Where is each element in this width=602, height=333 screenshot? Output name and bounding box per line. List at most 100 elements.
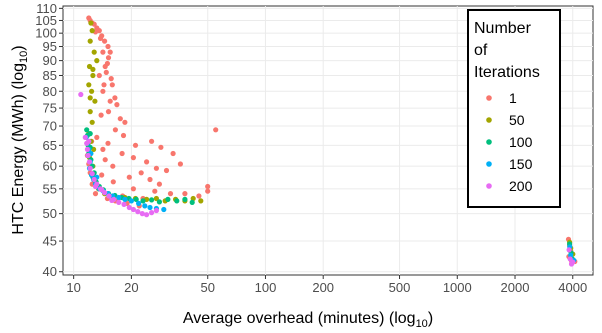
data-point: [105, 55, 112, 61]
x-tick-label: 500: [389, 280, 411, 295]
data-point: [156, 181, 162, 187]
y-tick-label: 65: [43, 138, 57, 153]
y-tick-label: 70: [43, 119, 57, 134]
y-tick-label: 90: [43, 53, 57, 68]
data-point: [136, 200, 142, 206]
data-point: [94, 134, 100, 140]
data-point: [116, 194, 122, 201]
data-point: [96, 72, 102, 79]
data-point: [139, 211, 145, 217]
y-tick-label: 50: [43, 206, 57, 221]
data-point: [570, 259, 576, 265]
x-tick-label: 1000: [443, 280, 472, 295]
legend-title-line-2: of: [474, 42, 488, 59]
legend-label-100: 100: [509, 134, 533, 150]
data-point: [92, 98, 98, 104]
data-point: [130, 186, 136, 192]
data-point: [114, 102, 120, 108]
data-point: [152, 188, 158, 194]
data-point: [153, 195, 159, 202]
data-point: [147, 176, 153, 183]
data-point: [103, 69, 109, 75]
data-point: [133, 196, 139, 202]
data-point: [140, 198, 146, 204]
y-tick-label: 80: [43, 84, 57, 99]
y-tick-label: 85: [43, 68, 57, 83]
data-points: [78, 15, 578, 267]
data-point: [182, 191, 188, 197]
data-point: [128, 198, 134, 204]
legend-key-100: [486, 139, 492, 145]
data-point: [89, 88, 95, 94]
data-point: [87, 165, 93, 171]
data-point: [102, 38, 108, 44]
data-point: [190, 195, 196, 202]
data-point: [92, 191, 99, 197]
data-point: [91, 176, 97, 183]
data-point: [88, 20, 94, 26]
data-point: [110, 163, 116, 169]
data-point: [109, 82, 115, 88]
data-point: [99, 172, 105, 178]
data-point: [119, 150, 125, 157]
data-point: [87, 131, 93, 137]
data-point: [138, 170, 144, 176]
y-tick-label: 100: [35, 26, 57, 41]
data-point: [198, 198, 204, 204]
x-tick-label: 200: [312, 280, 334, 295]
data-point: [126, 174, 132, 180]
data-point: [121, 201, 127, 207]
data-point: [149, 210, 155, 216]
data-point: [112, 127, 118, 133]
data-point: [89, 171, 95, 177]
data-point: [122, 119, 128, 125]
data-point: [84, 146, 90, 152]
y-tick-label: 105: [35, 13, 57, 28]
x-tick-label: 20: [124, 280, 138, 295]
data-point: [122, 196, 128, 202]
x-tick-label: 50: [200, 280, 214, 295]
data-point: [109, 197, 115, 203]
data-point: [153, 165, 159, 171]
data-point: [116, 199, 122, 205]
data-point: [196, 193, 202, 199]
data-point: [101, 82, 107, 88]
data-point: [156, 199, 162, 205]
legend-label-150: 150: [509, 156, 533, 172]
data-point: [144, 159, 150, 165]
data-point: [566, 247, 572, 253]
y-tick-label: 45: [43, 234, 57, 249]
data-point: [86, 138, 92, 144]
x-tick-label: 100: [255, 280, 277, 295]
data-point: [161, 206, 167, 213]
data-point: [149, 197, 155, 203]
data-point: [78, 91, 84, 98]
data-point: [158, 144, 164, 150]
x-tick-label: 2000: [501, 280, 530, 295]
y-tick-label: 95: [43, 39, 57, 54]
data-point: [182, 196, 188, 202]
data-point: [117, 116, 123, 122]
data-point: [112, 95, 118, 101]
data-point: [170, 150, 176, 157]
legend-key-50: [486, 117, 492, 123]
y-tick-label: 55: [43, 181, 57, 196]
data-point: [165, 196, 171, 202]
grid-lines: [63, 6, 593, 275]
data-point: [205, 183, 211, 190]
data-point: [130, 155, 136, 161]
data-point: [94, 58, 100, 64]
legend-label-50: 50: [509, 112, 525, 128]
data-point: [120, 132, 127, 139]
data-point: [102, 157, 108, 163]
legend-label-200: 200: [509, 178, 533, 194]
data-point: [92, 183, 99, 190]
data-point: [153, 207, 159, 214]
data-point: [147, 204, 153, 211]
data-point: [86, 82, 92, 88]
x-tick-label: 4000: [558, 280, 587, 295]
series-200: [78, 91, 576, 267]
